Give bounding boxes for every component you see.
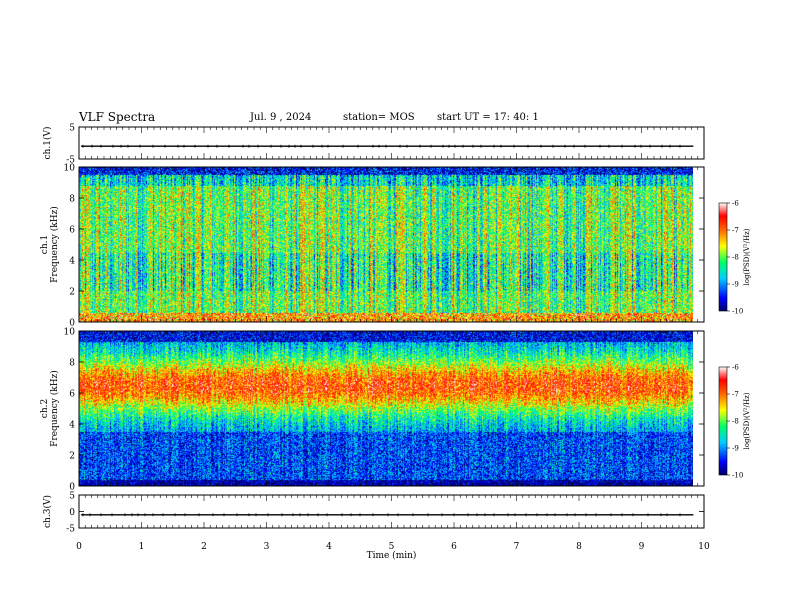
colorbar-2	[718, 366, 728, 476]
x-tick-label: 6	[451, 542, 457, 552]
y-tick-label: 5	[69, 124, 75, 134]
y-tick-label: 5	[69, 492, 75, 502]
x-tick-label: 5	[389, 542, 395, 552]
colorbar-tick-label: -6	[732, 364, 739, 372]
x-tick-label: 7	[514, 542, 520, 552]
colorbar-tick-label: -8	[732, 254, 739, 262]
colorbar-label: log(PSD)(V²/Hz)	[743, 228, 751, 285]
colorbar-tick-label: -10	[732, 308, 743, 316]
y-axis-label: ch.3(V)	[42, 495, 53, 528]
x-tick-label: 1	[139, 542, 145, 552]
y-tick-label: 8	[69, 359, 75, 369]
y-tick-label: 0	[69, 319, 75, 329]
y-axis-label: ch.1(V)	[42, 127, 53, 160]
y-tick-label: 8	[69, 195, 75, 205]
y-axis-label: Frequency (kHz)	[49, 370, 60, 447]
x-tick-label: 3	[264, 542, 270, 552]
y-tick-label: 6	[69, 226, 75, 236]
ch1-spectrogram-image	[79, 167, 693, 322]
y-tick-label: 6	[69, 390, 75, 400]
x-tick-label: 4	[326, 542, 332, 552]
colorbar-tick-label: -9	[732, 281, 739, 289]
y-tick-label: 4	[69, 421, 75, 431]
y-axis-label: ch.2	[40, 399, 50, 418]
y-tick-label: 2	[69, 452, 75, 462]
y-tick-label: 10	[64, 164, 76, 174]
colorbar-tick-label: -6	[732, 200, 739, 208]
colorbar-tick-label: -7	[732, 391, 739, 399]
date-label: Jul. 9 , 2024	[250, 112, 312, 123]
y-tick-label: 0	[69, 508, 75, 518]
x-tick-label: 0	[76, 542, 82, 552]
y-axis-label: Frequency (kHz)	[49, 206, 60, 283]
colorbar-1	[718, 202, 728, 312]
x-axis-label: Time (min)	[367, 550, 417, 561]
y-tick-label: 10	[64, 328, 76, 338]
colorbar-tick-label: -10	[732, 472, 743, 480]
colorbar-tick-label: -9	[732, 445, 739, 453]
y-tick-label: 0	[69, 483, 75, 493]
y-tick-label: 2	[69, 288, 75, 298]
chart-title: VLF Spectra	[79, 110, 156, 124]
colorbar-tick-label: -8	[732, 418, 739, 426]
x-tick-label: 9	[639, 542, 645, 552]
ch2-spectrogram-image	[79, 331, 693, 486]
colorbar-label: log(PSD)(V²/Hz)	[743, 392, 751, 449]
x-tick-label: 8	[576, 542, 582, 552]
station-label: station= MOS	[343, 112, 415, 123]
start-ut-label: start UT = 17: 40: 1	[437, 112, 539, 123]
y-tick-label: -5	[66, 525, 75, 535]
y-axis-label: ch.1	[40, 235, 50, 254]
y-tick-label: -5	[66, 156, 75, 166]
y-tick-label: 4	[69, 257, 75, 267]
x-tick-label: 2	[201, 542, 207, 552]
x-tick-label: 10	[698, 542, 710, 552]
colorbar-tick-label: -7	[732, 227, 739, 235]
